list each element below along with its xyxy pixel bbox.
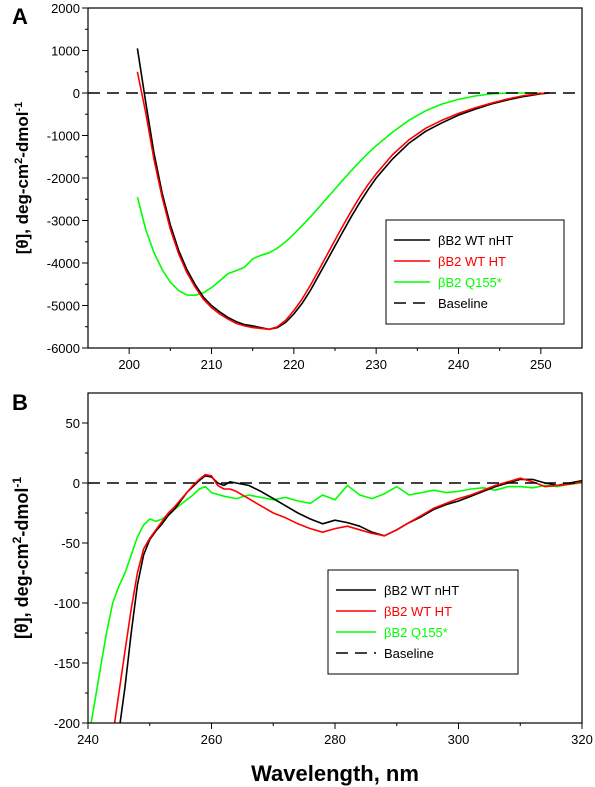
- panel-b-legend-label-2: βB2 Q155*: [384, 625, 448, 640]
- panel-a-legend-label-1: βB2 WT HT: [438, 254, 506, 269]
- panel-a-series-line-2: [136, 92, 541, 297]
- panel-a-x-tick-label: 230: [365, 357, 387, 372]
- panel-b-series-group: [88, 473, 582, 723]
- panel-b-chart: 240 260 280 300 320 50 0 -50 -100 -150 -200 [θ], de…: [10, 392, 593, 786]
- panel-a-y-tick-label: -1000: [47, 129, 80, 144]
- panel-letter-b: B: [12, 390, 28, 415]
- panel-b-legend-label-1: βB2 WT HT: [384, 604, 452, 619]
- panel-a-y-tick-label: -6000: [47, 341, 80, 356]
- panel-b-x-axis-title: Wavelength, nm: [251, 761, 419, 786]
- panel-a-y-tick-label: 0: [73, 86, 80, 101]
- panel-a-plot-frame: [87, 7, 583, 349]
- panel-a-legend-label-0: βB2 WT nHT: [438, 233, 513, 248]
- panel-a-y-tick-label: -5000: [47, 299, 80, 314]
- panel-b-y-tick-label: -50: [61, 536, 80, 551]
- panel-a-y-tick-label: 2000: [51, 1, 80, 16]
- panel-b-y-tick-label: -150: [54, 656, 80, 671]
- panel-letter-a: A: [12, 4, 28, 29]
- panel-a-x-tick-label: 240: [448, 357, 470, 372]
- panel-a-legend-box: [385, 219, 565, 325]
- panel-a-x-tick-label: 210: [201, 357, 223, 372]
- panel-b-legend-box: [327, 569, 519, 675]
- panel-a-y-tick-label: -3000: [47, 214, 80, 229]
- panel-b-x-tick-label: 260: [201, 732, 223, 747]
- panel-b-x-tick-label: 300: [448, 732, 470, 747]
- panel-a-series-line-1: [136, 71, 550, 331]
- panel-b-y-tick-label: -100: [54, 596, 80, 611]
- panel-a-y-tick-label: 1000: [51, 44, 80, 59]
- panel-a-x-tick-label: 200: [118, 357, 140, 372]
- panel-a-x-tick-label: 220: [283, 357, 305, 372]
- panel-a-y-axis-title: [θ], deg-cm2-dmol-1: [13, 102, 32, 255]
- panel-b-legend-label-0: βB2 WT nHT: [384, 583, 459, 598]
- panel-a-x-tick-label: 250: [530, 357, 552, 372]
- panel-a-legend-label-3: Baseline: [438, 296, 488, 311]
- panel-b-series-line-1: [113, 473, 582, 723]
- panel-b-y-axis-title: [θ], deg-cm2-dmol-1: [10, 477, 32, 639]
- panel-a-chart: 200 210 220 230 240 250 2000 1000 0 -1000 -2000 -30…: [13, 1, 583, 372]
- panel-a-series-line-0: [136, 48, 550, 331]
- panel-b-y-tick-label: 0: [73, 476, 80, 491]
- panel-b-legend: βB2 WT nHT βB2 WT HT βB2 Q155* Baseline: [327, 569, 519, 675]
- panel-a-y-tick-label: -2000: [47, 171, 80, 186]
- panel-a-series-group: [88, 48, 582, 331]
- panel-a-y-tick-label: -4000: [47, 256, 80, 271]
- panel-b-x-tick-label: 280: [324, 732, 346, 747]
- panel-b-y-tick-label: -200: [54, 716, 80, 731]
- panel-b-x-tick-label: 320: [571, 732, 593, 747]
- panel-b-plot-frame: [87, 392, 583, 724]
- panel-b-legend-label-3: Baseline: [384, 646, 434, 661]
- panel-a-legend: βB2 WT nHT βB2 WT HT βB2 Q155* Baseline: [385, 219, 565, 325]
- panel-b-series-line-0: [119, 475, 582, 723]
- panel-b-series-line-2: [90, 482, 582, 723]
- panel-b-x-tick-label: 240: [77, 732, 99, 747]
- panel-a-legend-label-2: βB2 Q155*: [438, 275, 502, 290]
- panel-b-y-tick-label: 50: [66, 416, 80, 431]
